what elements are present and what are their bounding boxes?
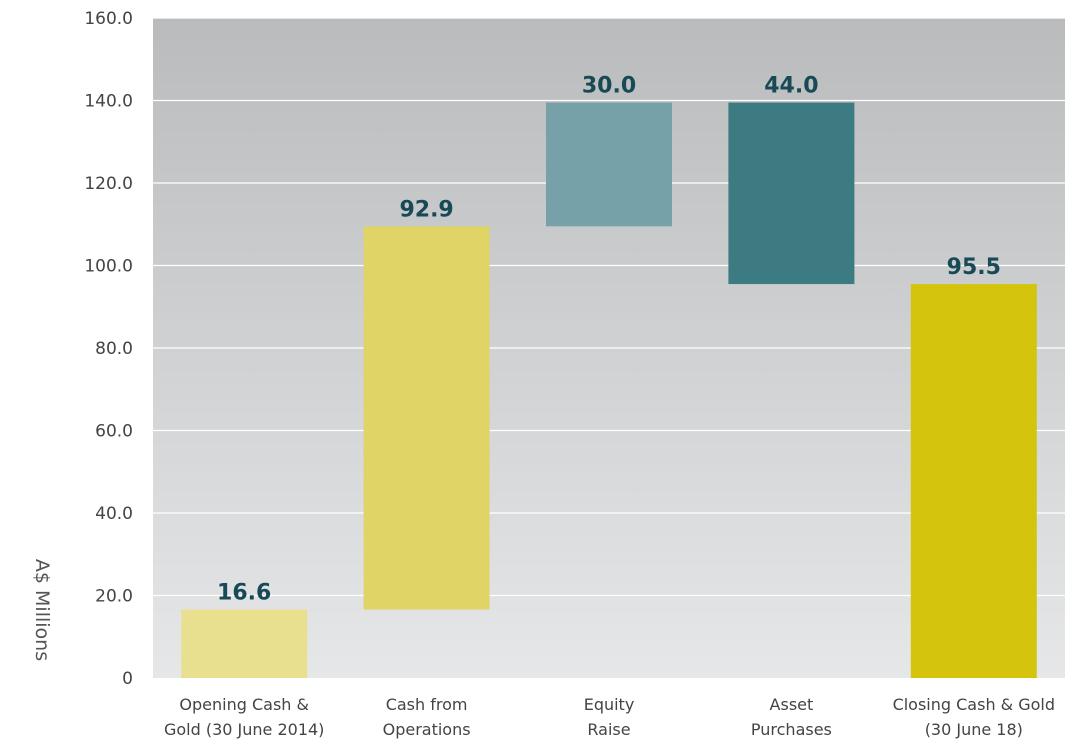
- y-tick-label: 40.0: [95, 504, 133, 524]
- bar: [910, 284, 1037, 678]
- bar: [728, 102, 855, 285]
- x-category-label: Equity Raise: [584, 695, 635, 739]
- data-label: 44.0: [764, 74, 818, 99]
- x-category-label: Asset Purchases: [751, 695, 832, 739]
- y-tick-label: 120.0: [84, 174, 133, 194]
- y-tick-label: 160.0: [84, 9, 133, 29]
- bar: [363, 226, 490, 610]
- data-label: 95.5: [947, 255, 1001, 280]
- bar: [546, 102, 672, 227]
- x-category-label: Cash from Operations: [383, 695, 471, 739]
- y-tick-label: 0: [122, 669, 133, 689]
- x-axis-labels: Opening Cash & Gold (30 June 2014) Cash fr…: [164, 695, 1055, 739]
- data-label: 92.9: [399, 197, 453, 222]
- y-tick-label: 80.0: [95, 339, 133, 359]
- y-tick-label: 20.0: [95, 587, 133, 607]
- y-axis-ticks: 0 20.0 40.0 60.0 80.0 100.0 120.0 140.0 160.0: [84, 9, 133, 689]
- y-tick-label: 60.0: [95, 422, 133, 442]
- data-labels: 16.6 92.9 30.0 44.0 95.5: [217, 74, 1001, 606]
- bars: [181, 102, 1037, 678]
- y-tick-label: 140.0: [84, 92, 133, 112]
- y-tick-label: 100.0: [84, 257, 133, 277]
- data-label: 16.6: [217, 581, 271, 606]
- data-label: 30.0: [582, 74, 636, 99]
- y-axis-title: A$ Millions: [31, 559, 53, 661]
- x-category-label: Closing Cash & Gold (30 June 18): [893, 695, 1055, 739]
- x-category-label: Opening Cash & Gold (30 June 2014): [164, 695, 324, 739]
- bar: [181, 609, 308, 678]
